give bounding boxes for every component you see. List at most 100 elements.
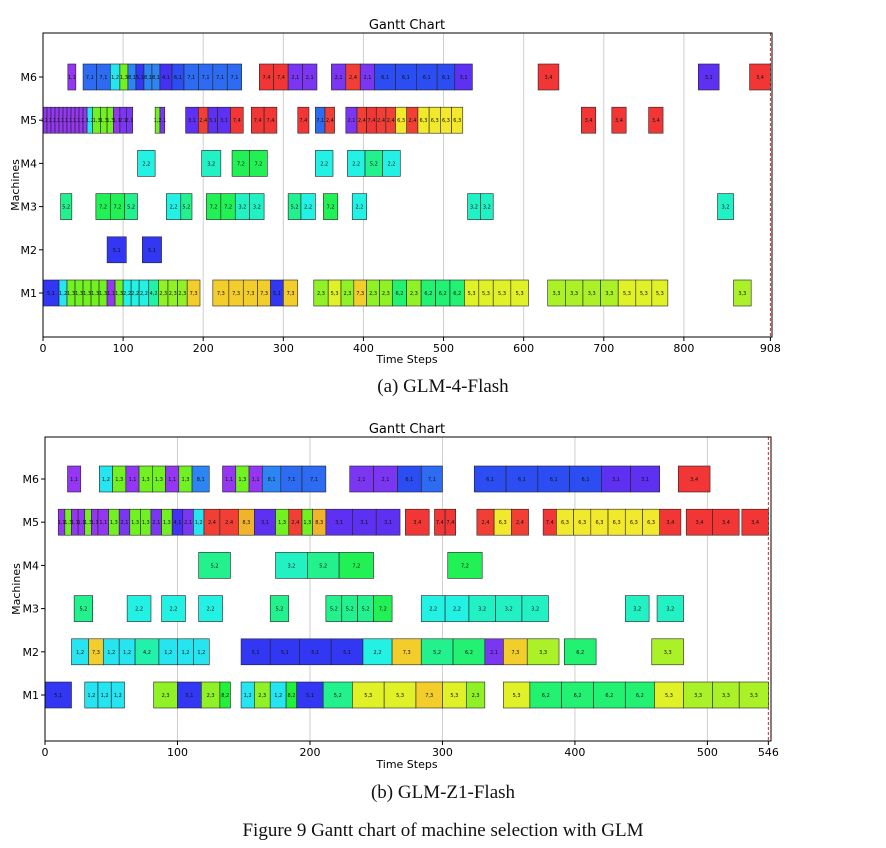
gantt-bar: 7,4 [434,508,446,536]
gantt-bar-rect [656,595,684,622]
gantt-bar: 2,2 [137,150,156,177]
gantt-bar-rect [611,106,627,134]
gantt-bar-label: 8,2 [221,693,229,699]
gantt-bar: 6,1 [436,63,456,91]
gantt-bar-label: 5,1 [185,693,193,699]
gantt-bar-label: 5,1 [252,650,260,656]
gantt-bar-label: 3,4 [751,520,759,526]
gantt-bar: 6,3 [493,508,512,536]
gantt-bar-label: 7,3 [247,291,255,297]
gantt-bar: 6,1 [473,465,507,493]
chart-b-ylabel: Machines [10,563,23,615]
gantt-bar-rect [191,465,210,493]
x-tick-label: 200 [193,342,214,355]
gantt-bar: 7,3 [212,279,230,307]
chart-b-xticks: 0 100 200 300 400 500 546 [42,741,779,759]
gantt-bar: 7,3 [186,279,201,307]
gantt-bar-label: 5,3 [516,291,524,297]
gantt-bar-label: 5,2 [330,607,338,613]
gantt-bar-rect [137,150,156,177]
gantt-bar-label: 5,3 [482,291,490,297]
y-tick-label: M1 [21,287,38,300]
gantt-bar-label: 2,3 [369,291,377,297]
gantt-bar: 3,3 [712,681,740,709]
gantt-bar-label: 2,3 [207,693,215,699]
gantt-bar: 6,2 [391,279,407,307]
gantt-bar-label: 2,4 [291,520,299,526]
gantt-bar-label: 1,3 [163,520,171,526]
gantt-bar: 1,3 [114,279,124,307]
gantt-bar: 8,2 [285,681,298,709]
gantt-bar-label: 8,1 [268,477,276,483]
gantt-bar: 7,4 [273,63,289,91]
gantt-bar: 3,4 [749,63,771,91]
gantt-bar-label: 7,4 [263,75,271,81]
gantt-bar-label: 5,2 [334,693,342,699]
gantt-bar: 7,4 [297,106,310,134]
gantt-bar: 1,1 [165,465,180,493]
gantt-bar-label: 1,3 [155,477,163,483]
gantt-bar-label: 7,2 [99,205,107,211]
gantt-bar-label: 7,4 [546,520,554,526]
gantt-bar-label: 1,1 [53,118,61,124]
gantt-bar: 7,1 [212,63,228,91]
gantt-bar: 6,1 [374,63,396,91]
gantt-bar-label: 7,2 [352,563,360,569]
gantt-bar-label: 5,3 [468,291,476,297]
gantt-bar: 7,3 [257,279,271,307]
gantt-bar-label: 1,3 [120,75,128,81]
chart-a-plot-frame [42,32,773,338]
gantt-bar-label: 5,3 [513,693,521,699]
gantt-bar-label: 3,2 [253,205,261,211]
gantt-bar-label: 5,1 [47,291,55,297]
gantt-bar: 2,1 [158,106,166,134]
gantt-bar-label: 1,3 [99,291,107,297]
gantt-bar: 6,1 [416,63,438,91]
gantt-bar-label: 3,1 [384,520,392,526]
gantt-bar: 7,3 [228,279,244,307]
gantt-bar-label: 6,3 [442,118,450,124]
gantt-bar-rect [511,508,529,536]
gantt-bar-label: 1,1 [68,75,76,81]
gantt-bar-label: 4,2 [150,291,158,297]
gantt-bar-label: 1,1 [168,477,176,483]
gantt-bar-label: 1,3 [154,118,162,124]
gantt-bar: 7,4 [444,508,456,536]
gantt-bar-label: 3,2 [207,161,215,167]
gantt-bar: 7,1 [420,465,443,493]
gantt-bar: 5,2 [341,595,358,622]
gantt-bar-rect [307,552,340,579]
gantt-bar-rect [249,193,265,220]
gantt-bar-label: 5,3 [498,291,506,297]
gantt-bar-label: 2,2 [374,650,382,656]
gantt-bar-rect [180,193,193,220]
gantt-bar-rect [219,681,231,709]
gantt-bar: 5,1 [142,236,162,264]
gantt-bar-label: 6,2 [465,650,473,656]
gantt-bar-label: 3,4 [666,520,674,526]
gantt-bar-label: 7,3 [356,291,364,297]
gantt-bar-rect [302,63,318,91]
gantt-bar-label: 7,4 [267,118,275,124]
gantt-bar: 2,3 [465,681,486,709]
gantt-bar: 5,3 [383,681,417,709]
gantt-bar: 4,2 [148,279,159,307]
gantt-bar: 7,1 [183,63,199,91]
chart-a-xticks: 0 100 200 300 400 500 600 700 800 908 [40,337,781,355]
gantt-bar: 5,1 [296,681,324,709]
gantt-bar-label: 7,2 [461,563,469,569]
gantt-bar-label: 2,4 [208,520,216,526]
gantt-bar: 7,3 [353,279,367,307]
gantt-bar-label: 3,1 [612,477,620,483]
gantt-bar: 1,2 [240,681,255,709]
gantt-bar-label: 6,3 [630,520,638,526]
gantt-bar: 5,3 [617,279,637,307]
gantt-bar: 3,3 [547,279,566,307]
gantt-bar-label: 6,1 [405,477,413,483]
gantt-bar: 5,1 [240,638,271,666]
gantt-bar-label: 2,1 [363,75,371,81]
gantt-bar-label: 5,2 [291,205,299,211]
gantt-bar: 2,2 [161,595,186,622]
gantt-bar-rect [325,508,353,536]
gantt-bar-label: 1,1 [41,118,49,124]
